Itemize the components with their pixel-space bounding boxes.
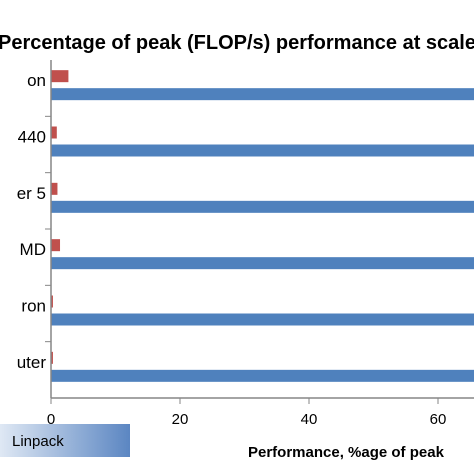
x-tick-label: 40 [301,411,318,428]
plot-area: on 440 er 5 MD ron uter 0 20 40 60 [17,60,474,428]
bar-series-2 [51,126,57,139]
legend-entry-linpack: Linpack [12,433,64,450]
bar-linpack [51,369,474,382]
x-tick-label: 0 [47,411,55,428]
bar-linpack [51,88,474,101]
chart-title: Percentage of peak (FLOP/s) performance … [0,32,474,54]
legend: Linpack [0,424,130,457]
bar-series-2 [51,239,61,252]
category-label: on [27,71,46,90]
bar-series-2 [51,351,53,364]
bar-linpack [51,144,474,157]
bar-series-2 [51,70,69,83]
x-tick-label: 60 [430,411,447,428]
legend-swatch [0,424,130,457]
x-tick-label: 20 [172,411,189,428]
category-label: er 5 [17,184,46,203]
bar-series-2 [51,295,53,308]
bar-series-2 [51,182,58,195]
category-label: MD [20,240,46,259]
category-label: uter [17,353,47,372]
bar-linpack [51,313,474,326]
category-label: ron [21,297,46,316]
bar-linpack [51,257,474,270]
x-axis-title: Performance, %age of peak [248,444,445,461]
bar-linpack [51,200,474,213]
category-label: 440 [18,128,46,147]
